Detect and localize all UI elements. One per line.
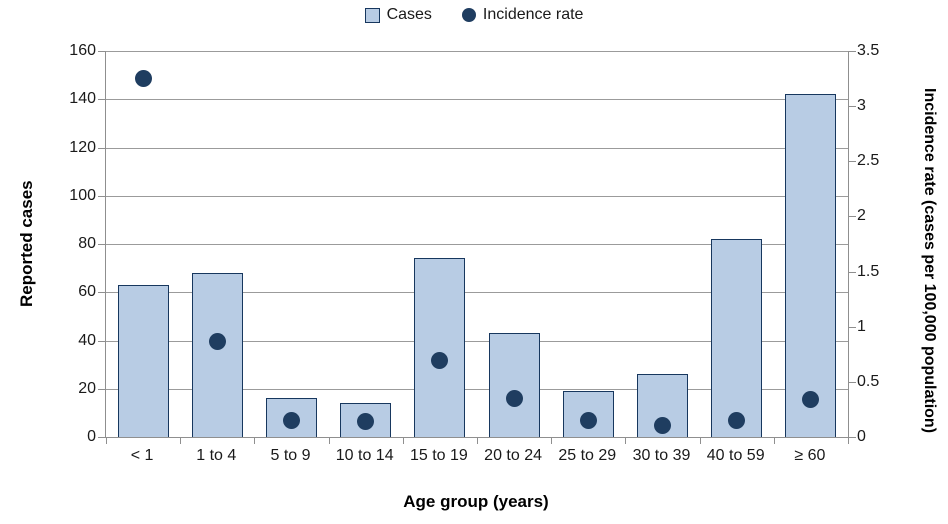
bar <box>266 398 317 437</box>
incidence-legend-label: Incidence rate <box>482 6 584 23</box>
data-point <box>654 417 671 435</box>
x-axis-tick <box>848 438 849 444</box>
x-tick-label: 20 to 24 <box>484 447 542 464</box>
left-axis-tick <box>98 51 106 52</box>
y-right-tick-label: 2 <box>857 207 866 225</box>
x-axis-tick <box>402 438 404 444</box>
right-axis-title: Incidence rate (cases per 100,000 popula… <box>921 88 938 434</box>
left-axis-tick <box>98 147 106 149</box>
y-right-tick-label: 1 <box>857 317 866 335</box>
data-point <box>802 391 820 409</box>
x-axis-title: Age group (years) <box>403 492 549 511</box>
data-point <box>357 413 375 431</box>
y-left-tick-label: 120 <box>69 138 96 156</box>
left-axis-tick <box>98 437 106 438</box>
legend-item-cases: Cases <box>364 6 432 24</box>
right-axis-tick <box>848 437 856 438</box>
incidence-legend-marker-icon <box>461 8 476 22</box>
legend-item-incidence-rate: Incidence rate <box>461 6 584 24</box>
left-axis-tick <box>98 244 106 245</box>
x-axis-tick <box>328 438 330 444</box>
x-tick-label: 30 to 39 <box>632 447 691 464</box>
data-point <box>283 411 300 429</box>
x-tick-label: 25 to 29 <box>558 447 617 464</box>
x-axis-tick <box>477 438 478 444</box>
x-axis-tick <box>699 438 701 444</box>
data-point <box>208 332 226 350</box>
data-point <box>431 352 449 370</box>
left-axis-tick <box>98 99 106 101</box>
right-axis-tick <box>848 271 856 273</box>
data-point <box>728 411 746 429</box>
x-axis-tick <box>625 438 627 444</box>
bar <box>191 272 243 437</box>
gridline <box>106 292 848 294</box>
y-right-tick-label: 3 <box>857 97 866 115</box>
left-axis-tick <box>98 388 106 390</box>
x-tick-label: 10 to 14 <box>335 447 394 464</box>
x-axis-tick <box>180 438 182 444</box>
right-axis-tick <box>848 51 856 52</box>
bar <box>488 333 540 437</box>
y-left-tick-label: 160 <box>69 42 96 59</box>
right-axis-tick <box>848 161 856 163</box>
x-tick-label: 40 to 59 <box>706 447 765 464</box>
y-left-tick-label: 140 <box>69 90 96 108</box>
gridline <box>106 340 848 342</box>
left-axis-tick <box>98 292 106 294</box>
right-axis-tick <box>848 326 856 328</box>
gridline <box>106 147 848 149</box>
y-right-tick-label: 0 <box>857 428 866 445</box>
right-axis-tick <box>848 106 856 108</box>
data-point <box>579 411 597 429</box>
data-point <box>134 70 152 88</box>
y-left-tick-label: 80 <box>78 235 96 252</box>
plot-area <box>98 51 856 444</box>
gridline <box>106 388 848 390</box>
x-tick-label: ≥ 60 <box>794 447 826 464</box>
bar <box>785 94 837 437</box>
bar <box>711 239 763 437</box>
x-axis-tick <box>254 438 256 444</box>
x-tick-label: 5 to 9 <box>270 447 311 464</box>
y-right-tick-label: 1.5 <box>857 262 880 280</box>
gridline <box>106 99 848 101</box>
bar <box>414 258 466 437</box>
gridline <box>106 51 848 52</box>
x-axis-tick <box>773 438 775 444</box>
y-right-tick-label: 0.5 <box>857 372 880 390</box>
y-right-tick-label: 3.5 <box>857 42 880 59</box>
data-point <box>505 389 523 407</box>
left-axis-tick <box>98 340 106 342</box>
gridline <box>106 244 848 245</box>
x-tick-label: 15 to 19 <box>409 447 468 464</box>
right-axis-tick <box>848 381 856 383</box>
x-axis-tick <box>106 438 107 444</box>
x-tick-label: < 1 <box>130 447 154 464</box>
left-axis-tick <box>98 195 106 197</box>
gridline <box>106 195 848 197</box>
legend: Cases Incidence rate <box>0 6 948 24</box>
y-left-tick-label: 0 <box>87 428 96 445</box>
y-left-tick-label: 20 <box>78 379 96 397</box>
right-axis-tick <box>848 216 856 218</box>
y-left-tick-label: 100 <box>69 186 96 204</box>
x-axis-tick <box>551 438 553 444</box>
bar <box>117 285 169 437</box>
x-tick-label: 1 to 4 <box>196 447 237 464</box>
cases-legend-label: Cases <box>386 6 432 23</box>
y-left-tick-label: 60 <box>78 283 96 301</box>
y-right-tick-label: 2.5 <box>857 152 880 170</box>
y-left-tick-label: 40 <box>78 331 96 349</box>
cases-legend-marker-icon <box>364 7 380 23</box>
